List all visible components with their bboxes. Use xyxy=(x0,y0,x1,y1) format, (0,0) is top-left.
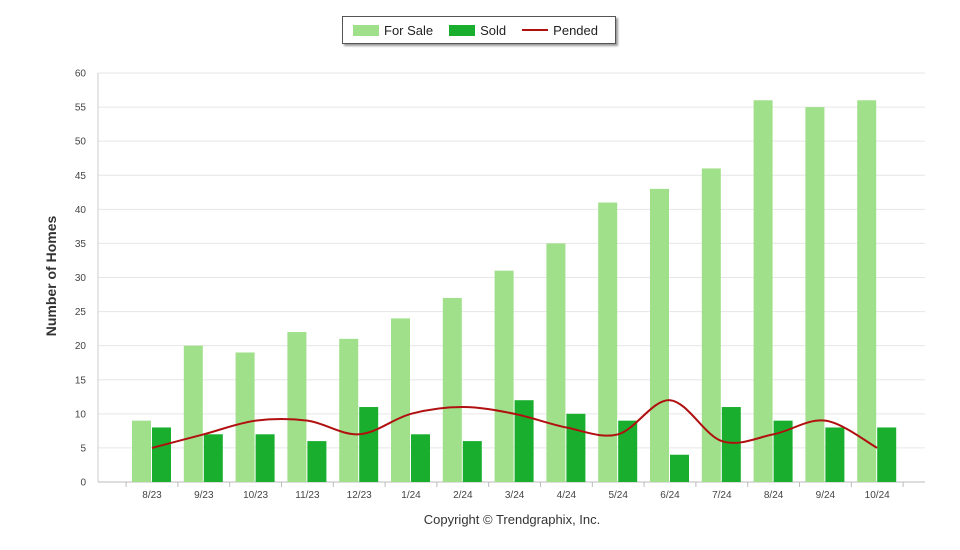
bar-sold xyxy=(411,434,430,482)
y-tick-label: 5 xyxy=(80,443,86,454)
bar-sold xyxy=(514,400,534,482)
legend-item-sold[interactable]: Sold xyxy=(449,23,506,38)
y-tick-label: 15 xyxy=(75,375,87,386)
x-tick-label: 9/23 xyxy=(194,490,214,501)
bar-sold xyxy=(618,420,638,482)
bar-for-sale xyxy=(132,420,151,482)
bar-for-sale xyxy=(494,270,514,482)
bar-sold xyxy=(670,454,689,482)
y-tick-label: 35 xyxy=(75,239,87,250)
bar-sold xyxy=(773,420,793,482)
y-tick-label: 45 xyxy=(75,171,87,182)
x-tick-label: 7/24 xyxy=(712,490,732,501)
y-tick-label: 55 xyxy=(75,103,87,114)
x-tick-label: 1/24 xyxy=(401,490,421,501)
copyright: Copyright © Trendgraphix, Inc. xyxy=(423,512,601,527)
y-tick-label: 50 xyxy=(75,137,87,148)
y-tick-label: 20 xyxy=(75,341,87,352)
y-tick-label: 10 xyxy=(75,409,87,420)
bar-for-sale xyxy=(235,352,255,482)
bar-for-sale xyxy=(857,100,877,483)
y-tick-label: 60 xyxy=(75,69,87,80)
bar-for-sale xyxy=(650,188,669,482)
bar-for-sale xyxy=(805,107,825,482)
x-tick-label: 6/24 xyxy=(660,490,680,501)
bar-for-sale xyxy=(546,243,566,482)
bar-for-sale xyxy=(339,338,359,482)
pended-swatch xyxy=(522,29,549,31)
pended-line xyxy=(151,399,878,449)
sold-swatch xyxy=(449,24,476,36)
legend-label-pended: Pended xyxy=(553,22,598,38)
x-tick-label: 10/23 xyxy=(243,490,268,501)
bar-sold xyxy=(566,413,586,482)
bar-for-sale xyxy=(287,332,307,482)
bar-for-sale xyxy=(391,318,410,482)
bar-sold xyxy=(825,427,845,482)
legend-item-for-sale[interactable]: For Sale xyxy=(353,23,433,38)
x-tick-label: 4/24 xyxy=(557,490,577,501)
bar-for-sale xyxy=(753,100,773,483)
x-tick-label: 3/24 xyxy=(505,490,525,501)
legend: For Sale Sold Pended xyxy=(342,16,616,44)
x-tick-label: 2/24 xyxy=(453,490,473,501)
bar-for-sale xyxy=(442,297,462,482)
x-tick-label: 10/24 xyxy=(865,490,890,501)
bar-sold xyxy=(307,441,327,482)
bar-sold xyxy=(721,407,741,482)
legend-label-sold: Sold xyxy=(480,22,507,38)
bar-sold xyxy=(203,434,223,482)
for-sale-swatch xyxy=(353,24,379,36)
bar-sold xyxy=(152,427,171,482)
bar-for-sale xyxy=(183,345,203,482)
x-tick-label: 8/23 xyxy=(142,490,162,501)
y-tick-label: 25 xyxy=(75,307,87,318)
bar-sold xyxy=(877,427,897,482)
y-tick-label: 40 xyxy=(75,205,87,216)
y-tick-label: 30 xyxy=(75,273,87,284)
x-tick-label: 9/24 xyxy=(816,490,836,501)
bar-for-sale xyxy=(598,202,618,482)
x-tick-label: 5/24 xyxy=(608,490,628,501)
y-tick-label: 0 xyxy=(80,478,86,489)
legend-label-for-sale: For Sale xyxy=(384,22,434,38)
x-tick-label: 12/23 xyxy=(347,490,372,501)
bar-sold xyxy=(255,434,275,482)
bar-for-sale xyxy=(701,168,721,482)
bar-sold xyxy=(462,441,482,482)
x-tick-label: 8/24 xyxy=(764,490,784,501)
x-tick-label: 11/23 xyxy=(295,490,320,501)
bar-sold xyxy=(359,407,379,482)
y-axis-label: Number of Homes xyxy=(43,215,59,337)
legend-item-pended[interactable]: Pended xyxy=(522,23,598,38)
